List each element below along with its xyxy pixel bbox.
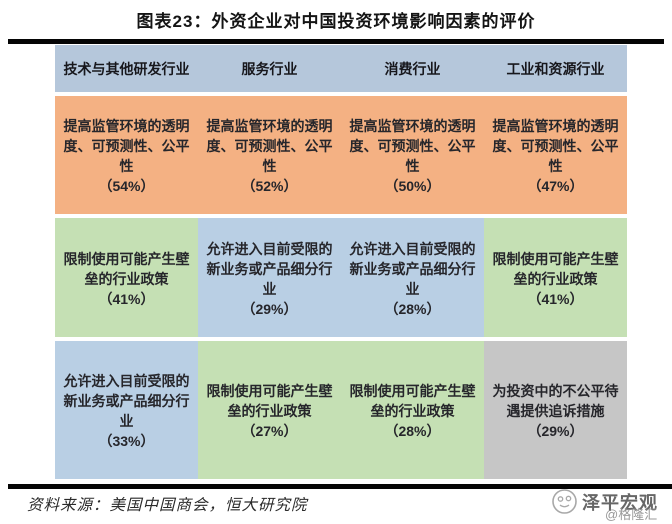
cell-text: 允许进入目前受限的新业务或产品细分行业 <box>206 240 333 297</box>
cell-text: 允许进入目前受限的新业务或产品细分行业 <box>63 373 190 429</box>
watermark-brand: 泽平宏观 <box>582 493 658 513</box>
column-header-consumer: 消费行业 <box>341 45 484 92</box>
page-title: 图表23：外资企业对中国投资环境影响因素的评价 <box>136 12 536 31</box>
column-header-services: 服务行业 <box>198 45 341 92</box>
cell-text: 限制使用可能产生壁垒的行业政策 <box>206 383 333 419</box>
watermark: 泽平宏观 @格隆汇 <box>551 485 671 523</box>
cell-text: 提高监管环境的透明度、可预测性、公平性 <box>206 118 333 174</box>
cell-percentage: （33%） <box>98 433 155 449</box>
table-cell-r1c2: 提高监管环境的透明度、可预测性、公平性 （52%） <box>198 96 341 214</box>
table-cell-r3c2: 限制使用可能产生壁垒的行业政策 （27%） <box>198 341 341 479</box>
cell-percentage: （54%） <box>98 178 155 194</box>
cell-text: 为投资中的不公平待遇提供追诉措施 <box>492 383 619 419</box>
cell-text: 提高监管环境的透明度、可预测性、公平性 <box>63 118 190 174</box>
cell-text: 提高监管环境的透明度、可预测性、公平性 <box>492 118 619 174</box>
table-cell-r2c3: 允许进入目前受限的新业务或产品细分行业 （28%） <box>341 218 484 337</box>
table-cell-r3c4: 为投资中的不公平待遇提供追诉措施 （29%） <box>484 341 627 479</box>
table-cell-r3c3: 限制使用可能产生壁垒的行业政策 （28%） <box>341 341 484 479</box>
cell-percentage: （29%） <box>527 423 584 439</box>
zeping-logo-icon <box>552 489 577 514</box>
cell-percentage: （28%） <box>384 300 441 317</box>
footer-divider <box>8 484 672 489</box>
cell-percentage: （52%） <box>241 178 298 194</box>
cell-percentage: （41%） <box>98 290 155 307</box>
cell-percentage: （47%） <box>527 178 584 194</box>
table-cell-r1c4: 提高监管环境的透明度、可预测性、公平性 （47%） <box>484 96 627 214</box>
evaluation-table: 技术与其他研发行业 服务行业 消费行业 工业和资源行业 提高监管环境的透明度、可… <box>55 45 627 479</box>
column-header-industrial: 工业和资源行业 <box>484 45 627 92</box>
title-underline-divider <box>8 39 664 44</box>
source-note: 资料来源：美国中国商会，恒大研究院 <box>27 497 308 514</box>
cell-text: 限制使用可能产生壁垒的行业政策 <box>349 383 476 419</box>
cell-text: 限制使用可能产生壁垒的行业政策 <box>492 250 619 287</box>
table-cell-r1c1: 提高监管环境的透明度、可预测性、公平性 （54%） <box>55 96 198 214</box>
cell-percentage: （41%） <box>527 290 584 307</box>
cell-percentage: （28%） <box>384 423 441 439</box>
watermark-handle: @格隆汇 <box>605 507 658 522</box>
column-header-tech: 技术与其他研发行业 <box>55 45 198 92</box>
cell-percentage: （29%） <box>241 300 298 317</box>
table-cell-r2c2: 允许进入目前受限的新业务或产品细分行业 （29%） <box>198 218 341 337</box>
cell-percentage: （27%） <box>241 423 298 439</box>
cell-percentage: （50%） <box>384 178 441 194</box>
table-cell-r3c1: 允许进入目前受限的新业务或产品细分行业 （33%） <box>55 341 198 479</box>
table-cell-r1c3: 提高监管环境的透明度、可预测性、公平性 （50%） <box>341 96 484 214</box>
cell-text: 限制使用可能产生壁垒的行业政策 <box>63 250 190 287</box>
cell-text: 允许进入目前受限的新业务或产品细分行业 <box>349 240 476 297</box>
cell-text: 提高监管环境的透明度、可预测性、公平性 <box>349 118 476 174</box>
table-cell-r2c1: 限制使用可能产生壁垒的行业政策 （41%） <box>55 218 198 337</box>
table-cell-r2c4: 限制使用可能产生壁垒的行业政策 （41%） <box>484 218 627 337</box>
